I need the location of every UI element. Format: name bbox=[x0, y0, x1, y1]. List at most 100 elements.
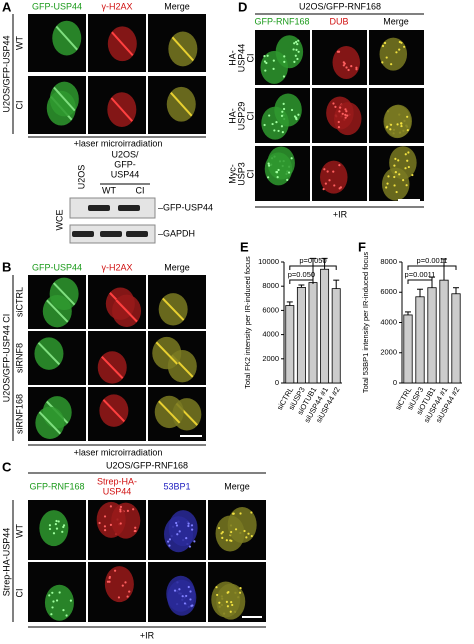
nucleus bbox=[379, 37, 408, 71]
y-tick-label: 2000 bbox=[262, 354, 279, 363]
focus bbox=[48, 527, 52, 531]
focus bbox=[187, 522, 190, 525]
nucleus bbox=[260, 50, 289, 84]
focus bbox=[297, 113, 300, 116]
row-label: CI bbox=[245, 54, 255, 63]
nucleus bbox=[332, 46, 361, 80]
focus bbox=[282, 102, 285, 105]
damage-stripe bbox=[38, 411, 62, 435]
bar bbox=[439, 279, 449, 384]
focus bbox=[225, 539, 228, 542]
y-tick-label: 4000 bbox=[380, 317, 397, 326]
column-header: USP44 bbox=[103, 486, 132, 496]
panel-letter: F bbox=[358, 239, 366, 254]
focus bbox=[271, 122, 274, 126]
focus bbox=[286, 178, 289, 181]
caption: +IR bbox=[140, 630, 155, 640]
focus bbox=[386, 182, 389, 185]
focus bbox=[342, 61, 345, 64]
focus bbox=[385, 56, 388, 59]
focus bbox=[132, 508, 135, 511]
focus bbox=[183, 602, 187, 605]
row-label: HA- bbox=[227, 50, 237, 66]
focus bbox=[411, 173, 414, 177]
significance-bracket bbox=[407, 279, 433, 284]
focus bbox=[175, 521, 178, 525]
bar bbox=[285, 305, 295, 384]
focus bbox=[51, 606, 54, 609]
focus bbox=[405, 184, 408, 187]
focus bbox=[267, 164, 271, 167]
focus bbox=[245, 536, 248, 539]
row-label: USP44 bbox=[236, 44, 246, 73]
lane-label: WT bbox=[102, 185, 116, 195]
focus bbox=[294, 40, 298, 44]
panel-title: U2OS/GFP-RNF168 bbox=[106, 460, 188, 470]
nucleus bbox=[383, 105, 412, 139]
focus bbox=[48, 524, 52, 527]
lane-label: U2OS bbox=[76, 165, 86, 190]
focus bbox=[178, 588, 181, 591]
focus bbox=[189, 590, 192, 593]
focus bbox=[187, 524, 190, 528]
p-value: p=0.050 bbox=[299, 256, 326, 265]
focus bbox=[338, 187, 341, 190]
focus bbox=[277, 129, 280, 133]
focus bbox=[168, 544, 171, 547]
focus bbox=[175, 524, 179, 527]
focus bbox=[167, 540, 170, 543]
focus bbox=[406, 129, 409, 132]
focus bbox=[407, 165, 410, 169]
focus bbox=[230, 601, 233, 604]
caption: +IR bbox=[333, 209, 348, 219]
focus bbox=[276, 176, 279, 179]
column-header: 53BP1 bbox=[163, 481, 190, 491]
focus bbox=[324, 182, 327, 185]
focus bbox=[108, 575, 111, 579]
row-label: siRNF8 bbox=[14, 343, 24, 373]
damage-stripe bbox=[158, 400, 181, 424]
focus bbox=[55, 527, 59, 530]
focus bbox=[345, 110, 348, 113]
column-header: GFP-RNF168 bbox=[29, 481, 84, 491]
focus bbox=[398, 48, 401, 51]
focus bbox=[185, 537, 188, 540]
blot bbox=[69, 197, 156, 219]
focus bbox=[323, 168, 326, 171]
damage-stripe bbox=[162, 297, 185, 321]
focus bbox=[292, 48, 295, 51]
focus bbox=[243, 529, 246, 533]
y-tick-label: 6000 bbox=[380, 287, 397, 296]
focus bbox=[61, 530, 64, 533]
row-label: Myc- bbox=[227, 164, 237, 184]
damage-stripe bbox=[101, 355, 124, 379]
column-header: Merge bbox=[164, 262, 190, 272]
focus bbox=[332, 170, 335, 173]
focus bbox=[344, 116, 347, 119]
significance-bracket bbox=[289, 265, 337, 270]
focus bbox=[188, 545, 192, 548]
focus bbox=[290, 108, 294, 112]
caption: +laser microirradiation bbox=[74, 138, 163, 148]
row-label: WT bbox=[14, 36, 24, 50]
damage-stripe bbox=[115, 299, 138, 323]
focus bbox=[250, 534, 253, 538]
focus bbox=[57, 520, 60, 523]
focus bbox=[283, 55, 286, 58]
focus bbox=[396, 123, 399, 126]
focus bbox=[293, 115, 297, 118]
nucleus bbox=[96, 501, 126, 538]
focus bbox=[287, 171, 291, 174]
focus bbox=[181, 595, 184, 598]
bar bbox=[331, 288, 341, 384]
focus bbox=[345, 66, 348, 69]
focus bbox=[126, 509, 130, 512]
nucleus bbox=[333, 102, 362, 136]
focus bbox=[238, 591, 242, 594]
y-tick-label: 0 bbox=[275, 378, 279, 387]
focus bbox=[226, 591, 229, 594]
column-header: GFP-USP44 bbox=[32, 262, 82, 272]
column-header: γ-H2AX bbox=[101, 1, 132, 11]
column-header: GFP-USP44 bbox=[32, 1, 82, 11]
y-tick-label: 2000 bbox=[380, 348, 397, 357]
